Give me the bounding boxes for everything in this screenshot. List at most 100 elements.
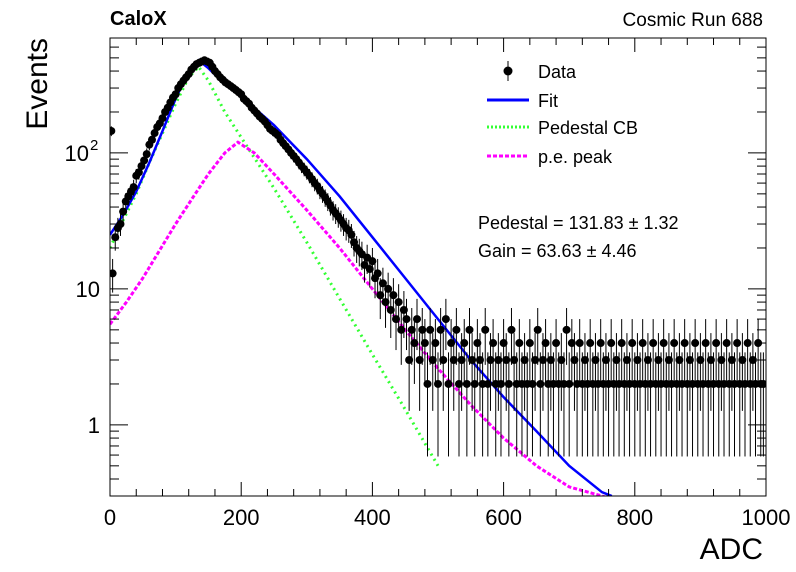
- data-point: [536, 379, 545, 388]
- data-point: [386, 305, 395, 314]
- data-point: [722, 339, 731, 348]
- data-point: [483, 379, 492, 388]
- legend: Data Fit Pedestal CB p.e. peak: [487, 61, 638, 167]
- data-point: [670, 339, 679, 348]
- data-point: [111, 233, 120, 242]
- x-tick-label: 200: [223, 505, 260, 530]
- data-point: [402, 315, 411, 324]
- data-point: [147, 135, 156, 144]
- data-point: [405, 356, 414, 365]
- data-point: [457, 356, 466, 365]
- data-point: [701, 339, 710, 348]
- data-point: [441, 315, 450, 324]
- data-point: [499, 339, 508, 348]
- run-label: Cosmic Run 688: [623, 10, 763, 31]
- data-point: [449, 356, 458, 365]
- x-tick-label: 400: [354, 505, 391, 530]
- data-point: [140, 156, 149, 165]
- data-point: [481, 325, 490, 334]
- data-point: [110, 126, 116, 135]
- data-point: [475, 356, 484, 365]
- data-point: [394, 298, 403, 307]
- data-point: [376, 291, 385, 300]
- data-point: [470, 379, 479, 388]
- data-point: [541, 339, 550, 348]
- data-point: [727, 356, 736, 365]
- data-point: [528, 379, 537, 388]
- data-point: [452, 325, 461, 334]
- data-point: [675, 356, 684, 365]
- data-point: [552, 339, 561, 348]
- data-point: [397, 325, 406, 334]
- data-point: [575, 339, 584, 348]
- data-point: [567, 339, 576, 348]
- data-point: [743, 339, 752, 348]
- data-point: [596, 339, 605, 348]
- data-point: [444, 379, 453, 388]
- data-point: [413, 315, 422, 324]
- data-point: [612, 356, 621, 365]
- data-point: [565, 379, 574, 388]
- data-point: [418, 325, 427, 334]
- data-point: [454, 379, 463, 388]
- data-point: [664, 356, 673, 365]
- curves-layer: [110, 58, 613, 496]
- data-points-layer: [110, 56, 766, 457]
- data-point: [507, 325, 516, 334]
- legend-item: p.e. peak: [487, 147, 613, 167]
- data-point: [347, 230, 356, 239]
- data-point: [129, 183, 138, 192]
- data-point: [384, 284, 393, 293]
- y-tick-label: 1: [88, 413, 100, 438]
- data-point: [659, 339, 668, 348]
- data-point: [502, 356, 511, 365]
- data-point: [586, 339, 595, 348]
- data-point: [633, 356, 642, 365]
- data-point: [489, 339, 498, 348]
- data-point: [365, 265, 374, 274]
- data-point: [638, 339, 647, 348]
- data-point: [622, 356, 631, 365]
- data-point: [712, 339, 721, 348]
- data-point: [748, 356, 757, 365]
- data-point: [546, 356, 555, 365]
- data-point: [591, 356, 600, 365]
- data-point: [531, 356, 540, 365]
- data-point: [150, 129, 159, 138]
- data-point: [717, 356, 726, 365]
- data-point: [439, 356, 448, 365]
- data-point: [436, 325, 445, 334]
- data-point: [447, 339, 456, 348]
- data-point: [373, 269, 382, 278]
- experiment-label: CaloX: [110, 8, 167, 30]
- y-tick-label: 10: [65, 141, 89, 166]
- data-point: [389, 291, 398, 300]
- legend-marker: [503, 66, 513, 76]
- data-point: [460, 339, 469, 348]
- data-point: [601, 356, 610, 365]
- legend-item: Fit: [487, 91, 558, 111]
- data-point: [368, 257, 377, 266]
- plot-area: [110, 56, 766, 496]
- data-point: [378, 279, 387, 288]
- data-point: [486, 356, 495, 365]
- data-point: [142, 150, 151, 159]
- pe-peak-curve: [110, 140, 608, 496]
- data-point: [496, 379, 505, 388]
- fit-curve: [110, 58, 613, 496]
- data-point: [607, 339, 616, 348]
- data-point: [510, 356, 519, 365]
- data-point: [420, 339, 429, 348]
- data-point: [431, 339, 440, 348]
- x-tick-label: 0: [104, 505, 116, 530]
- data-point: [399, 305, 408, 314]
- legend-label: Pedestal CB: [538, 118, 638, 138]
- data-point: [504, 379, 513, 388]
- data-point: [538, 356, 547, 365]
- legend-item: Pedestal CB: [487, 118, 638, 138]
- data-point: [654, 356, 663, 365]
- data-point: [415, 356, 424, 365]
- data-point: [465, 325, 474, 334]
